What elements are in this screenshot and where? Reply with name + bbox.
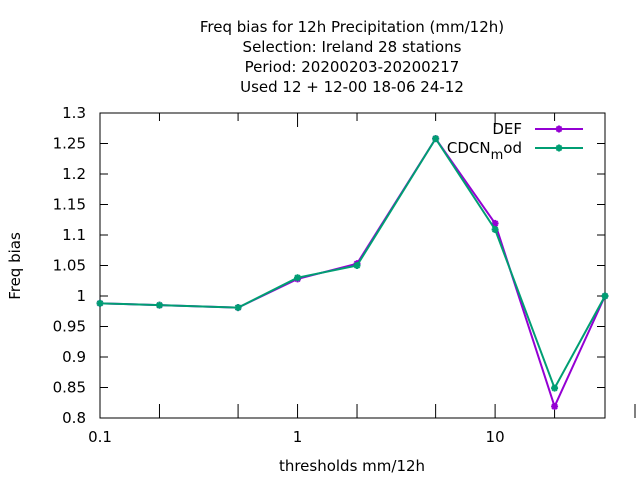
y-tick-label: 1.3 [62, 104, 86, 122]
data-point [551, 402, 559, 410]
series-def [96, 135, 609, 410]
y-tick-label: 1.2 [62, 165, 86, 183]
y-tick-label: 0.9 [62, 348, 86, 366]
legend-marker [555, 144, 563, 152]
y-tick-label: 1.25 [53, 135, 86, 153]
legend-entry: CDCNmod [447, 139, 583, 163]
y-axis-label: Freq bias [6, 232, 24, 300]
title-line: Selection: Ireland 28 stations [243, 38, 462, 56]
x-tick-label: 10 [486, 428, 505, 446]
series-layer [96, 135, 609, 410]
series-line [99, 137, 606, 408]
y-tick-label: 0.8 [62, 409, 86, 427]
data-point [96, 299, 104, 307]
data-point [551, 384, 559, 392]
legend-label: DEF [492, 120, 522, 138]
y-axis: 0.8 0.85 0.9 0.95 1 1.05 1.1 1.15 1.2 1.25 1.3 [53, 104, 605, 427]
data-point [491, 226, 499, 234]
data-point [294, 274, 302, 282]
legend-marker [555, 125, 563, 133]
y-tick-label: 1 [76, 287, 86, 305]
data-point [353, 262, 361, 269]
y-tick-label: 0.85 [53, 379, 86, 397]
data-point [432, 135, 440, 143]
y-tick-label: 1.05 [53, 257, 86, 275]
title-line: Freq bias for 12h Precipitation (mm/12h) [200, 18, 504, 36]
series-cdcn-mod [96, 135, 609, 392]
x-axis: 0.1 1 10 [88, 113, 636, 446]
y-tick-label: 0.95 [53, 318, 86, 336]
x-tick-label: 1 [293, 428, 303, 446]
title-line: Used 12 + 12-00 18-06 24-12 [240, 78, 464, 96]
legend-label: CDCNmod [447, 139, 522, 163]
data-point [491, 219, 499, 227]
data-point [234, 304, 242, 312]
title-line: Period: 20200203-20200217 [245, 58, 460, 76]
legend-entry: DEF [492, 120, 583, 138]
y-tick-label: 1.15 [53, 196, 86, 214]
data-point [155, 301, 163, 309]
series-line [99, 137, 606, 390]
x-tick-label: 0.1 [88, 428, 112, 446]
x-axis-label: thresholds mm/12h [279, 457, 425, 475]
data-point [601, 292, 609, 300]
y-tick-label: 1.1 [62, 226, 86, 244]
chart-title: Freq bias for 12h Precipitation (mm/12h)… [200, 18, 504, 96]
